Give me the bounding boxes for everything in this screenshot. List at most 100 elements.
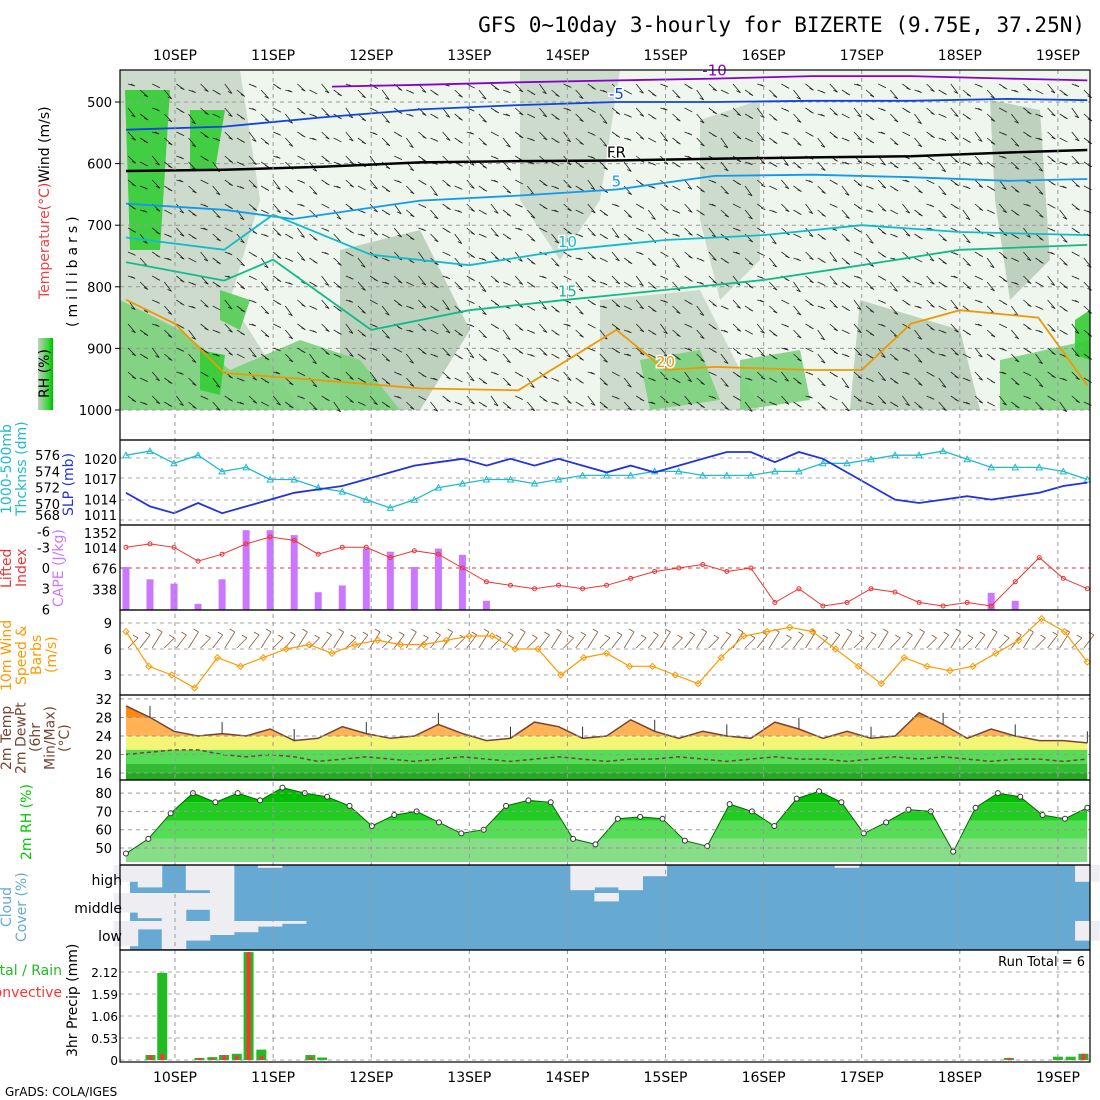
wind-barb — [914, 89, 922, 93]
wind-barb — [768, 257, 778, 268]
wind-barb — [236, 185, 245, 189]
wind-barb — [817, 185, 826, 194]
wind-barb-10m — [297, 628, 308, 649]
wind-barb — [950, 347, 959, 356]
thickness-point — [410, 495, 419, 503]
wind-barb — [950, 179, 960, 187]
wind-barb — [1011, 233, 1020, 239]
isotherm-label: -5 — [609, 85, 624, 103]
wind-barb — [708, 395, 717, 399]
thickness-point — [891, 451, 899, 459]
wind-barb — [587, 83, 597, 90]
wind-barb — [418, 371, 427, 378]
wind-barb-10m — [708, 634, 720, 649]
wind-barb — [466, 323, 475, 328]
wind-barb — [635, 347, 645, 356]
wind-barb — [962, 257, 971, 267]
wind-barb — [514, 275, 524, 285]
wind-barb — [708, 347, 717, 353]
lifted-index-point — [147, 541, 153, 547]
wind-barb — [672, 401, 681, 407]
wind-barb — [841, 377, 850, 389]
cape-bar — [338, 585, 346, 610]
wind-tick-label: 9 — [104, 617, 112, 632]
wind-barb — [297, 155, 306, 161]
rh-point — [637, 813, 644, 820]
wind-barb — [406, 377, 415, 387]
upper-air-axis-label: Temperature(°C)Wind (m/s) — [37, 72, 53, 334]
wind-barb — [781, 83, 790, 89]
wind-barb — [127, 227, 137, 233]
lifted-index-point — [652, 568, 658, 574]
temp-band — [125, 773, 1088, 780]
wind-barb-10m — [672, 634, 683, 649]
wind-barb — [176, 251, 185, 260]
wind-barb — [998, 275, 1008, 283]
wind-barb — [793, 401, 802, 408]
wind-barb — [1035, 209, 1044, 218]
rh-point — [547, 799, 554, 806]
rh-shading — [990, 100, 1050, 300]
temp-band — [125, 763, 1088, 773]
wind-barb — [793, 329, 802, 339]
wind-barb — [406, 281, 415, 287]
thickness-point — [242, 463, 250, 471]
wind-barb — [514, 131, 524, 139]
wind-barb — [345, 131, 354, 142]
wind-barb — [1059, 185, 1067, 189]
wind-barb — [514, 347, 524, 354]
cape-bar — [290, 535, 298, 610]
wind-barb — [188, 89, 196, 93]
wind-barb — [164, 185, 173, 192]
isotherm-label: FR — [607, 144, 626, 162]
wind-barb — [418, 131, 427, 139]
wind-barb — [200, 323, 209, 331]
wind-barb — [623, 89, 633, 95]
wind-barb-10m — [321, 631, 332, 649]
thickness-point — [867, 455, 875, 463]
wind-barb — [684, 299, 693, 305]
wind-barb — [188, 329, 197, 340]
thickness-point — [266, 475, 274, 483]
wind-barb — [878, 299, 886, 304]
wind-barb — [394, 371, 402, 376]
wind-barb — [865, 377, 874, 383]
wind-barb — [248, 323, 257, 327]
wind-barb-10m — [998, 634, 1010, 649]
wind-barb — [127, 131, 136, 141]
wind-barb — [877, 395, 887, 405]
wind-barb — [986, 401, 996, 407]
cloud-high-bar — [185, 865, 211, 891]
wind-barb — [829, 179, 838, 185]
wind-barb-10m — [841, 628, 853, 649]
wind-barb-10m — [744, 634, 756, 649]
li-tick-label: 0 — [42, 562, 50, 577]
wind-barb — [599, 257, 608, 263]
wind-speed-point — [969, 662, 977, 671]
wind-barb-10m — [684, 631, 695, 649]
wind-barb — [345, 371, 354, 381]
thickness-tick-label: 572 — [35, 482, 60, 497]
wind-barb — [793, 353, 802, 362]
wind-barb — [805, 227, 814, 238]
wind-barb — [369, 131, 378, 136]
wind-barb — [974, 83, 983, 88]
rh-shading — [600, 290, 760, 410]
wind-barb — [188, 209, 197, 217]
cloud-low-bar — [281, 921, 307, 924]
wind-barb-10m — [200, 634, 211, 649]
wind-barb — [1059, 161, 1068, 166]
temp-band — [125, 717, 1088, 736]
cape-bar — [194, 603, 202, 610]
wind-barb — [853, 275, 862, 279]
wind-barb — [478, 257, 487, 261]
wind-barb — [200, 251, 209, 262]
wind-barb — [297, 251, 306, 261]
wind-barb — [744, 305, 754, 312]
wind-barb — [551, 257, 560, 267]
wind-barb — [527, 329, 536, 334]
dewpoint-line — [125, 749, 1088, 763]
wind-barb — [744, 377, 753, 381]
wind-barb — [394, 347, 403, 353]
rh-band — [125, 838, 1088, 862]
